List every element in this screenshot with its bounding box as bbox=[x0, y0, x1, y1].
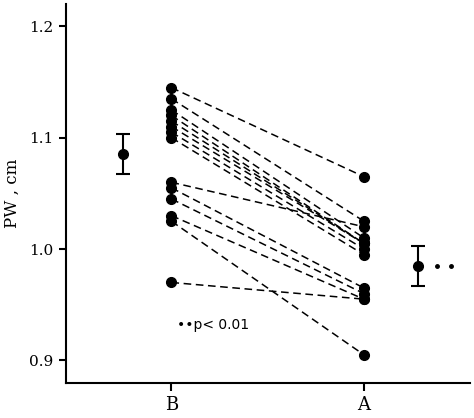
Text: ••p< 0.01: ••p< 0.01 bbox=[177, 318, 249, 332]
Y-axis label: PW , cm: PW , cm bbox=[4, 159, 21, 228]
